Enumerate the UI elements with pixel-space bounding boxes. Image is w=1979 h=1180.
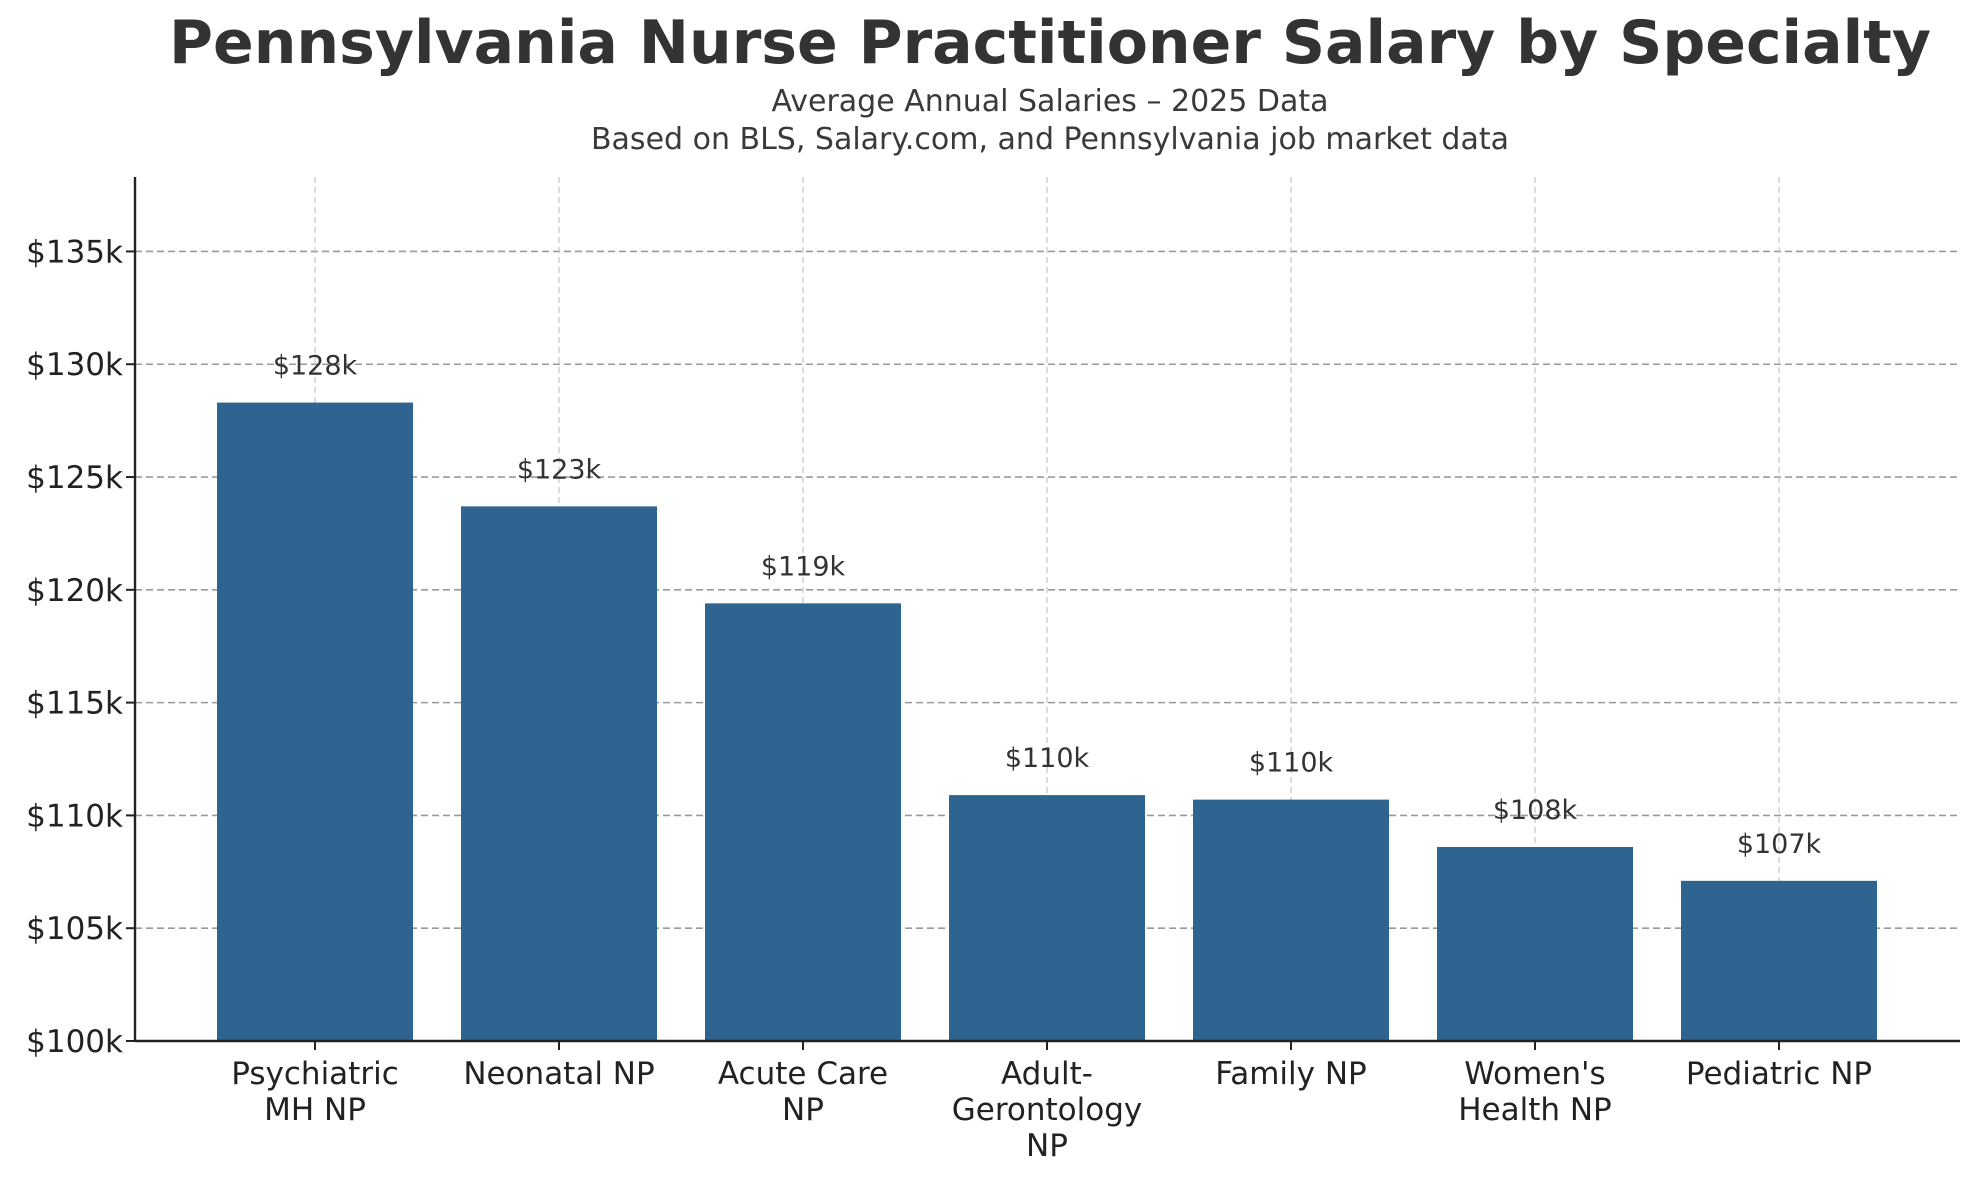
y-tick-label: $110k [26,798,123,834]
bar-value-label: $128k [273,351,358,382]
chart-subtitle-line-1: Average Annual Salaries – 2025 Data [771,84,1329,119]
bar [705,603,901,1041]
y-tick-label: $100k [26,1024,123,1060]
bar-value-label: $110k [1005,743,1090,774]
y-tick-label: $120k [26,573,123,609]
y-tick-label: $105k [26,911,123,947]
chart-subtitle-line-2: Based on BLS, Salary.com, and Pennsylvan… [590,122,1510,157]
bar-value-label: $107k [1737,829,1822,860]
bar-value-label: $123k [517,454,602,485]
bar-value-label: $108k [1493,795,1578,826]
bars [217,402,1877,1042]
y-tick-label: $115k [26,686,123,722]
x-tick-label: Adult-Gerontology NP [952,1056,1143,1164]
bar-value-label: $119k [761,551,846,582]
labels: $100k $105k $110k $115k $120k $125k $130k $135k… [26,234,1872,1164]
bar [461,506,657,1042]
bar [1437,846,1633,1041]
bar-value-label: $110k [1249,748,1334,779]
bar [1193,799,1389,1041]
x-tick-label: Pediatric NP [1686,1056,1872,1092]
bar [949,795,1145,1041]
x-tick-label: Psychiatric MH NP [231,1056,399,1128]
axes [126,177,1960,1050]
bar [217,402,413,1041]
chart-title: Pennsylvania Nurse Practitioner Salary b… [169,8,1931,78]
bar [1681,880,1877,1041]
x-tick-label: Neonatal NP [463,1056,654,1092]
y-tick-label: $130k [26,347,123,383]
y-tick-label: $125k [26,460,123,496]
x-tick-label: Acute Care NP [718,1056,888,1128]
x-tick-label: Women's Health NP [1458,1056,1612,1128]
y-tick-label: $135k [26,234,123,270]
x-tick-label: Family NP [1215,1056,1367,1092]
